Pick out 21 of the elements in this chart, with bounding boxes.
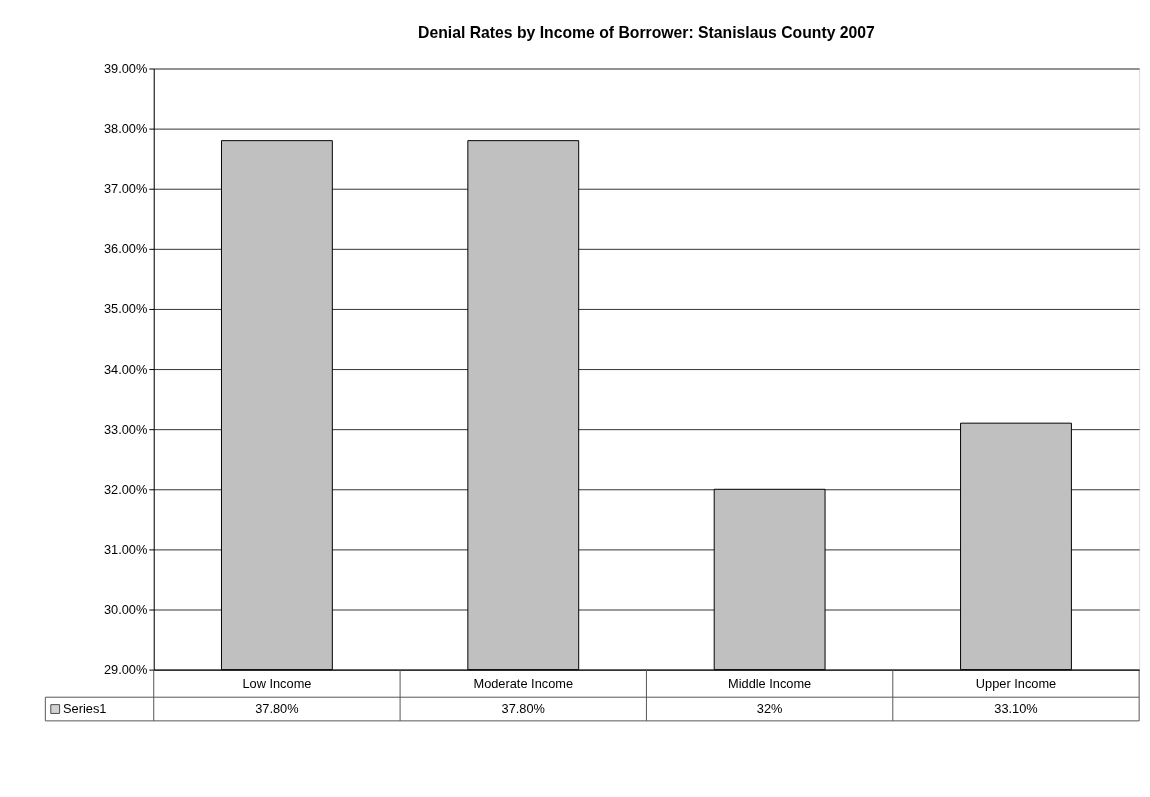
y-tick-label: 36.00% [103,241,148,257]
data-label: 32% [756,700,783,716]
y-tick-label: 37.00% [103,181,148,197]
data-label: 37.80% [501,700,545,716]
y-tick-label: 29.00% [103,662,148,678]
y-tick-label: 39.00% [103,60,148,76]
chart-title: Denial Rates by Income of Borrower: Stanislaus County 2007 [418,23,876,41]
data-label: 37.80% [255,700,299,716]
y-tick-label: 33.00% [103,421,148,437]
x-tick-label: Upper Income [975,675,1057,691]
legend-label: Series1 [63,700,107,716]
x-tick-label: Low Income [242,675,312,691]
y-tick-label: 31.00% [103,541,148,557]
y-tick-label: 38.00% [103,121,148,137]
x-tick-label: Moderate Income [473,675,574,691]
y-tick-label: 32.00% [103,481,148,497]
y-tick-label: 34.00% [103,361,148,377]
x-tick-label: Middle Income [728,675,812,691]
y-tick-label: 30.00% [103,601,148,617]
data-label: 33.10% [994,700,1038,716]
y-tick-label: 35.00% [103,301,148,317]
